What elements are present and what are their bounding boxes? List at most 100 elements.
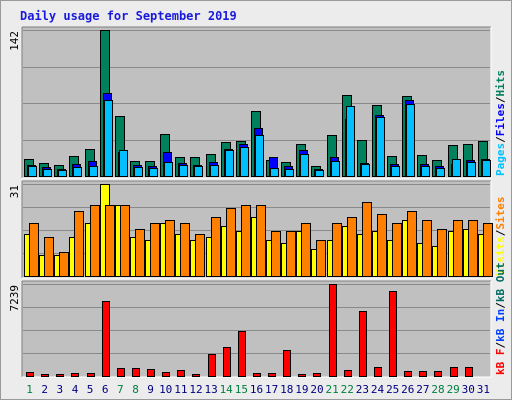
legend-item-hits: Hits: [494, 70, 507, 97]
bar-kb-f-day-19: [298, 374, 306, 377]
bar-sites-day-3: [59, 252, 69, 277]
bar-pages-day-19: [300, 154, 309, 177]
legend-item-pages: Pages: [494, 143, 507, 176]
bar-kb-f-day-9: [147, 369, 155, 377]
bar-kb-f-day-11: [177, 370, 185, 377]
bar-kb-f-day-3: [56, 374, 64, 377]
bar-sites-day-26: [407, 211, 417, 277]
bar-pages-day-1: [28, 166, 37, 177]
bar-sites-day-11: [180, 223, 190, 277]
bar-pages-day-23: [361, 164, 370, 177]
bar-pages-day-12: [194, 166, 203, 177]
bar-kb-f-day-5: [87, 373, 95, 377]
bar-kb-f-day-1: [26, 372, 34, 377]
bar-kb-f-day-23: [359, 311, 367, 377]
bar-kb-f-day-8: [132, 368, 140, 377]
legend-item-kb-out: kB Out: [494, 262, 507, 302]
bar-kb-f-day-30: [465, 367, 473, 377]
legend-separator: /: [494, 136, 507, 143]
bar-pages-day-26: [406, 104, 415, 177]
bar-sites-day-1: [29, 223, 39, 277]
bar-kb-f-day-22: [344, 370, 352, 377]
legend-item-files: Files: [494, 103, 507, 136]
bar-kb-f-day-24: [374, 367, 382, 377]
x-tick-day-20: 20: [310, 383, 323, 396]
bar-kb-f-day-29: [450, 367, 458, 377]
bar-kb-f-day-20: [313, 373, 321, 377]
x-tick-day-31: 31: [477, 383, 490, 396]
bar-pages-day-31: [482, 160, 491, 177]
x-tick-day-2: 2: [41, 383, 48, 396]
bar-pages-day-21: [331, 161, 340, 177]
bar-sites-day-20: [316, 240, 326, 277]
bar-pages-day-18: [285, 169, 294, 177]
bar-pages-day-11: [179, 165, 188, 177]
x-tick-day-28: 28: [431, 383, 444, 396]
x-tick-day-5: 5: [87, 383, 94, 396]
y-axis-max-label: 7239: [8, 285, 21, 312]
bar-pages-day-4: [73, 167, 82, 177]
panel-background: [22, 281, 491, 377]
x-tick-day-27: 27: [416, 383, 429, 396]
legend-item-kb-in: kB In: [494, 309, 507, 342]
bar-pages-day-9: [149, 168, 158, 177]
bar-pages-day-28: [436, 168, 445, 177]
bar-pages-day-14: [225, 150, 234, 177]
x-tick-day-18: 18: [280, 383, 293, 396]
x-tick-day-21: 21: [325, 383, 338, 396]
bar-sites-day-8: [135, 229, 145, 277]
bar-sites-day-31: [483, 223, 493, 277]
bar-pages-day-5: [89, 166, 98, 177]
bar-pages-day-7: [119, 150, 128, 177]
bar-kb-f-day-26: [404, 371, 412, 377]
bar-pages-day-27: [421, 166, 430, 177]
x-tick-day-22: 22: [341, 383, 354, 396]
bar-pages-day-22: [346, 106, 355, 177]
bar-kb-f-day-10: [162, 372, 170, 377]
x-tick-day-9: 9: [147, 383, 154, 396]
bar-sites-day-27: [422, 220, 432, 277]
legend-item-sites: Sites: [494, 197, 507, 230]
bar-pages-day-10: [164, 162, 173, 177]
bar-sites-day-23: [362, 202, 372, 277]
bar-kb-f-day-6: [102, 301, 110, 377]
x-tick-day-30: 30: [462, 383, 475, 396]
bar-sites-day-18: [286, 231, 296, 277]
bar-kb-f-day-14: [223, 347, 231, 377]
x-tick-day-8: 8: [132, 383, 139, 396]
bar-kb-f-day-28: [434, 371, 442, 377]
bar-sites-day-14: [226, 208, 236, 277]
bar-kb-f-day-18: [283, 350, 291, 377]
legend-separator: /: [494, 302, 507, 309]
legend-item-visits: Visits: [494, 236, 507, 276]
bar-kb-f-day-12: [192, 374, 200, 377]
bar-pages-day-2: [43, 169, 52, 177]
bar-sites-day-7: [120, 205, 130, 277]
bar-pages-day-8: [134, 167, 143, 177]
bar-kb-f-day-2: [41, 374, 49, 377]
bar-kb-f-day-15: [238, 331, 246, 377]
x-tick-day-26: 26: [401, 383, 414, 396]
x-tick-day-13: 13: [204, 383, 217, 396]
bar-pages-day-24: [376, 117, 385, 177]
x-tick-day-25: 25: [386, 383, 399, 396]
bar-pages-day-15: [240, 147, 249, 177]
y-axis-max-label: 31: [8, 185, 21, 198]
x-tick-day-17: 17: [265, 383, 278, 396]
bar-pages-day-13: [210, 165, 219, 177]
bar-sites-day-9: [150, 223, 160, 277]
x-tick-day-11: 11: [174, 383, 187, 396]
bar-sites-day-29: [453, 220, 463, 277]
chart-title: Daily usage for September 2019: [20, 9, 237, 23]
bar-kb-f-day-13: [208, 354, 216, 377]
x-tick-day-16: 16: [250, 383, 263, 396]
bar-sites-day-15: [241, 205, 251, 277]
x-tick-day-15: 15: [235, 383, 248, 396]
bar-sites-day-24: [377, 214, 387, 277]
bar-kb-f-day-25: [389, 291, 397, 377]
bar-pages-day-16: [255, 135, 264, 177]
bar-pages-day-20: [315, 170, 324, 177]
